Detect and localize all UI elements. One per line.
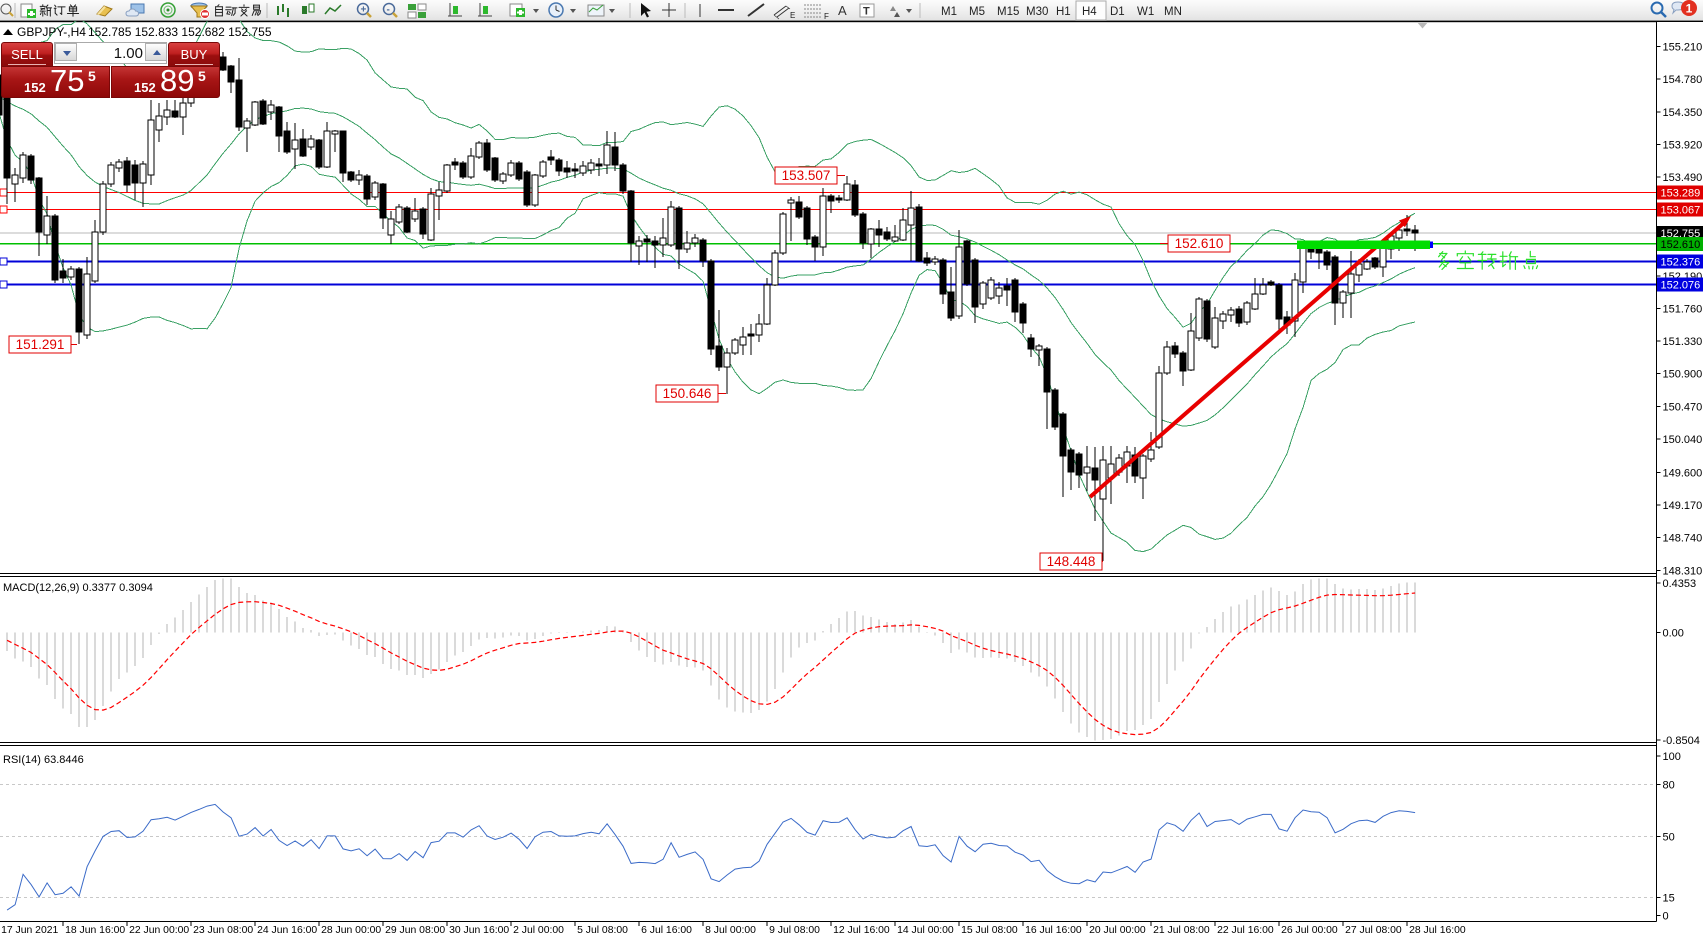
svg-text:26 Jul 00:00: 26 Jul 00:00 <box>1281 925 1338 936</box>
svg-text:23 Jun 08:00: 23 Jun 08:00 <box>193 925 253 936</box>
svg-text:148.740: 148.740 <box>1663 533 1703 545</box>
svg-text:A: A <box>838 3 847 18</box>
svg-text:MACD(12,26,9) 0.3377 0.3094: MACD(12,26,9) 0.3377 0.3094 <box>3 582 153 594</box>
svg-text:150.040: 150.040 <box>1663 434 1703 446</box>
svg-text:18 Jun 16:00: 18 Jun 16:00 <box>65 925 125 936</box>
svg-text:5 Jul 08:00: 5 Jul 08:00 <box>577 925 628 936</box>
svg-text:28 Jun 00:00: 28 Jun 00:00 <box>321 925 381 936</box>
svg-text:0: 0 <box>1663 910 1669 922</box>
svg-text:M15: M15 <box>997 6 1019 18</box>
svg-text:50: 50 <box>1663 832 1675 844</box>
svg-text:150.646: 150.646 <box>663 386 712 401</box>
svg-text:M5: M5 <box>969 6 985 18</box>
svg-text:28 Jul 16:00: 28 Jul 16:00 <box>1409 925 1466 936</box>
svg-text:149.170: 149.170 <box>1663 500 1703 512</box>
svg-text:17 Jun 2021: 17 Jun 2021 <box>1 925 58 936</box>
svg-text:E: E <box>790 11 795 20</box>
svg-text:W1: W1 <box>1137 6 1154 18</box>
svg-text:RSI(14) 63.8446: RSI(14) 63.8446 <box>3 754 84 766</box>
svg-text:M1: M1 <box>941 6 957 18</box>
svg-text:21 Jul 08:00: 21 Jul 08:00 <box>1153 925 1210 936</box>
svg-text:MN: MN <box>1164 6 1182 18</box>
svg-text:148.448: 148.448 <box>1047 554 1096 569</box>
svg-text:22 Jul 16:00: 22 Jul 16:00 <box>1217 925 1274 936</box>
svg-text:153.490: 153.490 <box>1663 172 1703 184</box>
svg-text:152.610: 152.610 <box>1175 236 1224 251</box>
svg-text:T: T <box>863 6 870 18</box>
svg-text:153.507: 153.507 <box>782 168 831 183</box>
svg-text:15 Jul 08:00: 15 Jul 08:00 <box>961 925 1018 936</box>
svg-text:152.610: 152.610 <box>1661 239 1701 251</box>
svg-text:27 Jul 08:00: 27 Jul 08:00 <box>1345 925 1402 936</box>
svg-text:6 Jul 16:00: 6 Jul 16:00 <box>641 925 692 936</box>
svg-text:153.920: 153.920 <box>1663 140 1703 152</box>
svg-text:100: 100 <box>1663 751 1681 763</box>
svg-text:20 Jul 00:00: 20 Jul 00:00 <box>1089 925 1146 936</box>
svg-text:12 Jul 16:00: 12 Jul 16:00 <box>833 925 890 936</box>
svg-text:24 Jun 16:00: 24 Jun 16:00 <box>257 925 317 936</box>
svg-text:152.376: 152.376 <box>1661 257 1701 269</box>
svg-text:D1: D1 <box>1110 6 1125 18</box>
svg-text:15: 15 <box>1663 892 1675 904</box>
svg-text:16 Jul 16:00: 16 Jul 16:00 <box>1025 925 1082 936</box>
svg-text:151.330: 151.330 <box>1663 336 1703 348</box>
svg-text:154.780: 154.780 <box>1663 74 1703 86</box>
svg-text:150.900: 150.900 <box>1663 369 1703 381</box>
svg-text:-0.8504: -0.8504 <box>1663 735 1700 747</box>
svg-text:149.600: 149.600 <box>1663 467 1703 479</box>
svg-text:14 Jul 00:00: 14 Jul 00:00 <box>897 925 954 936</box>
svg-text:F: F <box>824 12 829 21</box>
svg-text:151.291: 151.291 <box>16 337 65 352</box>
svg-text:+: + <box>361 5 367 16</box>
svg-text:0.4353: 0.4353 <box>1663 578 1697 590</box>
svg-text:H1: H1 <box>1056 6 1071 18</box>
svg-text:22 Jun 00:00: 22 Jun 00:00 <box>129 925 189 936</box>
svg-text:80: 80 <box>1663 780 1675 792</box>
svg-text:30 Jun 16:00: 30 Jun 16:00 <box>449 925 509 936</box>
svg-text:H4: H4 <box>1082 6 1097 18</box>
svg-text:150.470: 150.470 <box>1663 401 1703 413</box>
svg-text:0.00: 0.00 <box>1663 628 1684 640</box>
svg-text:29 Jun 08:00: 29 Jun 08:00 <box>385 925 445 936</box>
svg-text:148.310: 148.310 <box>1663 565 1703 577</box>
svg-text:153.289: 153.289 <box>1661 187 1701 199</box>
svg-text:154.350: 154.350 <box>1663 107 1703 119</box>
svg-text:152.785 152.833 152.682 152.75: 152.785 152.833 152.682 152.755 <box>88 25 272 39</box>
svg-text:153.067: 153.067 <box>1661 204 1701 216</box>
svg-text:1: 1 <box>1686 2 1693 16</box>
svg-text:9 Jul 08:00: 9 Jul 08:00 <box>769 925 820 936</box>
svg-text:152.076: 152.076 <box>1661 280 1701 292</box>
svg-text:-: - <box>387 5 390 16</box>
svg-text:151.760: 151.760 <box>1663 304 1703 316</box>
svg-text:155.210: 155.210 <box>1663 42 1703 54</box>
svg-text:GBPJPY-,H4: GBPJPY-,H4 <box>17 25 86 39</box>
svg-text:2 Jul 00:00: 2 Jul 00:00 <box>513 925 564 936</box>
svg-text:M30: M30 <box>1026 6 1048 18</box>
svg-text:8 Jul 00:00: 8 Jul 00:00 <box>705 925 756 936</box>
